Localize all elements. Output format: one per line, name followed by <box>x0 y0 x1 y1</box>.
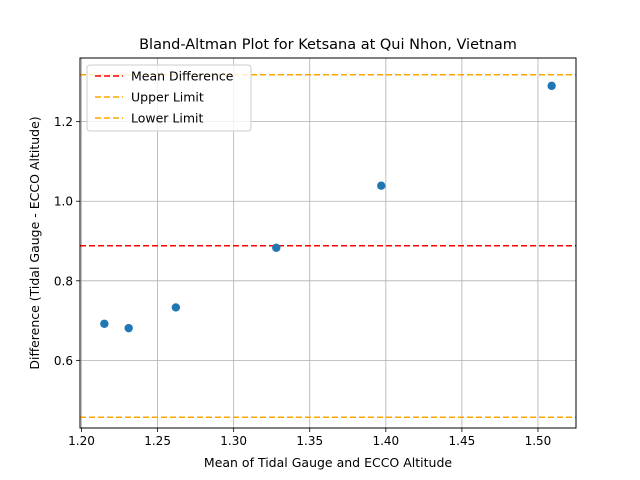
data-point <box>547 81 556 91</box>
data-point <box>100 319 109 328</box>
y-tick-label: 0.6 <box>54 354 73 368</box>
data-point <box>272 243 281 252</box>
y-tick-label: 0.8 <box>54 274 73 288</box>
data-points <box>100 81 556 333</box>
x-tick-label: 1.45 <box>449 434 476 448</box>
legend-label-upper-limit: Upper Limit <box>131 90 204 105</box>
data-point <box>377 181 386 190</box>
y-tick-label: 1.0 <box>54 195 73 209</box>
x-tick-label: 1.50 <box>525 434 552 448</box>
legend-label-mean-difference: Mean Difference <box>131 69 234 84</box>
x-tick-label: 1.35 <box>296 434 323 448</box>
axis-ticks: 1.20 1.25 1.30 1.35 1.40 1.45 1.50 0.6 0.8 1.0 1.2 <box>54 115 551 448</box>
legend-label-lower-limit: Lower Limit <box>131 111 204 126</box>
x-tick-label: 1.20 <box>68 434 95 448</box>
data-point <box>124 323 133 333</box>
y-axis-label: Difference (Tidal Gauge - ECCO Altitude) <box>27 116 42 369</box>
chart-title: Bland-Altman Plot for Ketsana at Qui Nho… <box>139 37 517 53</box>
legend: Mean Difference Upper Limit Lower Limit <box>86 64 252 132</box>
y-tick-label: 1.2 <box>54 115 73 129</box>
x-tick-label: 1.40 <box>372 434 399 448</box>
data-point <box>171 303 181 312</box>
x-tick-label: 1.25 <box>144 434 171 448</box>
plot-frame <box>79 57 577 429</box>
x-tick-label: 1.30 <box>220 434 247 448</box>
x-axis-label: Mean of Tidal Gauge and ECCO Altitude <box>204 455 452 470</box>
legend-box <box>86 64 252 132</box>
